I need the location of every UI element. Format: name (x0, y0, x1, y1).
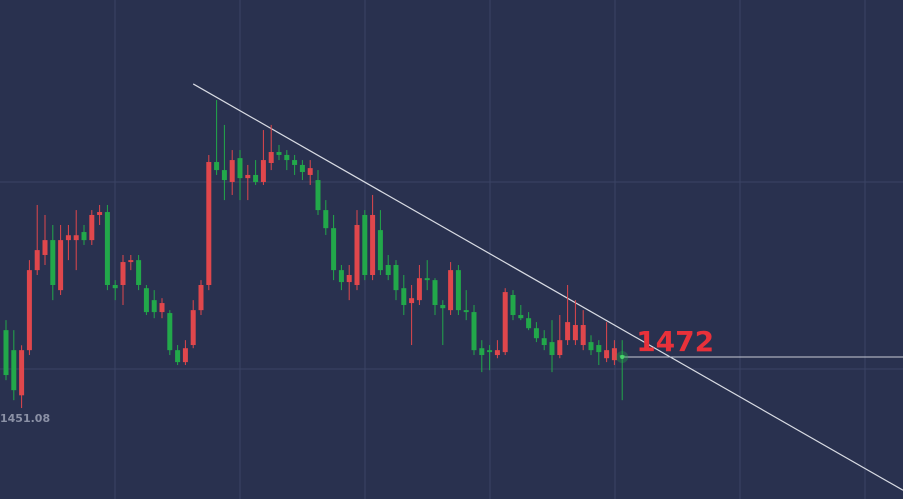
candle-body (42, 240, 48, 255)
candle-body (284, 154, 290, 161)
candle-body (11, 350, 17, 391)
candle-body (611, 348, 617, 361)
candle-body (424, 278, 430, 281)
candle-body (331, 228, 337, 271)
candle-body (307, 168, 313, 175)
candle-body (214, 162, 220, 171)
candle-body (448, 270, 454, 311)
candle-body (237, 158, 243, 179)
candle-body (104, 212, 110, 286)
candle-body (89, 214, 95, 241)
candle-body (268, 152, 274, 163)
candle-body (471, 312, 477, 351)
candle-body (136, 260, 142, 286)
candle-body (81, 232, 87, 241)
candle-body (604, 350, 610, 359)
candle-body (377, 230, 383, 271)
candle-body (440, 305, 446, 309)
candle-body (299, 164, 305, 173)
candle-body (596, 345, 602, 353)
candle-body (494, 350, 500, 356)
candle-body (112, 285, 118, 289)
candle-body (541, 338, 547, 346)
candle-body (175, 350, 181, 363)
candle-body (206, 162, 212, 286)
candle-body (572, 325, 578, 341)
candle-body (65, 235, 71, 241)
candle-body (276, 152, 282, 155)
candle-body (526, 318, 532, 329)
candle-body (323, 210, 329, 229)
candle-body (190, 310, 196, 346)
candle-body (58, 240, 64, 291)
candle-body (401, 288, 407, 306)
candle-body (393, 264, 399, 291)
candle-body (143, 288, 149, 313)
candle-body (315, 180, 321, 211)
candle-body (253, 174, 259, 183)
low-label: 1451.08 (0, 412, 50, 425)
candle-body (120, 262, 126, 286)
last-price-dot (620, 354, 625, 359)
candle-body (128, 260, 134, 263)
candle-body (182, 348, 188, 363)
candle-body (533, 328, 539, 339)
candle-body (26, 270, 32, 351)
candle-body (221, 170, 227, 181)
candle-body (245, 174, 251, 179)
candle-body (151, 300, 157, 313)
candle-body (229, 160, 235, 183)
candle-body (97, 212, 103, 215)
candle-body (167, 313, 173, 351)
candle-body (557, 340, 563, 356)
candle-body (338, 270, 344, 283)
candle-body (432, 280, 438, 306)
candle-body (198, 285, 204, 311)
candle-body (409, 298, 415, 304)
candle-body (73, 235, 79, 241)
candle-body (479, 348, 485, 356)
candle-body (487, 350, 493, 353)
candle-body (385, 264, 391, 275)
candle-body (549, 342, 555, 356)
candle-body (588, 342, 594, 351)
trendline (192, 83, 903, 491)
candle-body (354, 224, 360, 286)
candle-body (3, 330, 9, 376)
candle-body (292, 160, 298, 165)
candle-body (19, 350, 25, 396)
candle-body (416, 278, 422, 301)
candle-body (463, 310, 469, 313)
candle-body (260, 160, 266, 183)
candle-body (370, 214, 376, 275)
candle-body (159, 303, 165, 313)
candle-body (50, 240, 56, 286)
candle-body (580, 325, 586, 346)
candle-body (510, 295, 516, 316)
candle-body (455, 270, 461, 311)
candle-body (362, 214, 368, 275)
candle-body (34, 250, 40, 271)
level-label: 1472 (636, 325, 714, 358)
candle-body (565, 322, 571, 341)
candle-body (502, 292, 508, 353)
candle-body (346, 274, 352, 283)
candle-body (518, 315, 524, 319)
